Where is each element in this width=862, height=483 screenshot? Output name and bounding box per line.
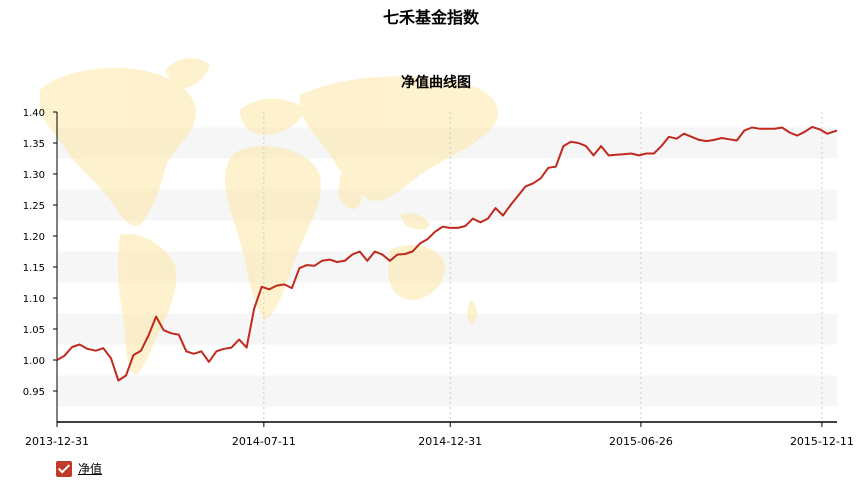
y-tick-label: 1.25 bbox=[23, 201, 45, 212]
x-tick-label: 2013-12-31 bbox=[25, 435, 89, 448]
plot-band bbox=[57, 189, 837, 221]
legend-item-net-value[interactable]: 净值 bbox=[56, 460, 102, 477]
x-gridlines bbox=[263, 112, 823, 422]
y-tick-label: 1.05 bbox=[23, 325, 45, 336]
y-tick-label: 1.40 bbox=[23, 108, 45, 119]
series-line-net-value bbox=[56, 125, 838, 382]
world-map-watermark-icon bbox=[40, 58, 499, 375]
checkbox-checked-icon[interactable] bbox=[56, 460, 72, 477]
x-tick-label: 2014-07-11 bbox=[232, 435, 296, 448]
x-tick-label: 2015-12-11 bbox=[790, 435, 854, 448]
y-tick-label: 1.15 bbox=[23, 263, 45, 274]
plot-band bbox=[57, 313, 837, 345]
plot-band bbox=[57, 375, 837, 407]
y-tick-label: 1.20 bbox=[23, 232, 45, 243]
page-title: 七禾基金指数 bbox=[382, 8, 479, 27]
y-tick-label: 0.95 bbox=[23, 387, 45, 398]
x-tick-label: 2014-12-31 bbox=[418, 435, 482, 448]
y-tick-label: 1.10 bbox=[23, 294, 45, 305]
y-tick-label: 1.30 bbox=[23, 170, 45, 181]
plot-band bbox=[57, 251, 837, 283]
y-tick-label: 1.00 bbox=[23, 356, 45, 367]
chart-title: 净值曲线图 bbox=[401, 74, 471, 91]
x-axis-ticks: 2013-12-31 2014-07-11 2014-12-31 2015-06-26… bbox=[25, 422, 854, 448]
x-tick-label: 2015-06-26 bbox=[609, 435, 673, 448]
y-axis-ticks: 0.95 1.00 1.05 1.10 1.15 1.20 1.25 1.30 1.35 1.40 bbox=[23, 108, 57, 398]
y-tick-label: 1.35 bbox=[23, 139, 45, 150]
legend-label: 净值 bbox=[78, 462, 103, 476]
